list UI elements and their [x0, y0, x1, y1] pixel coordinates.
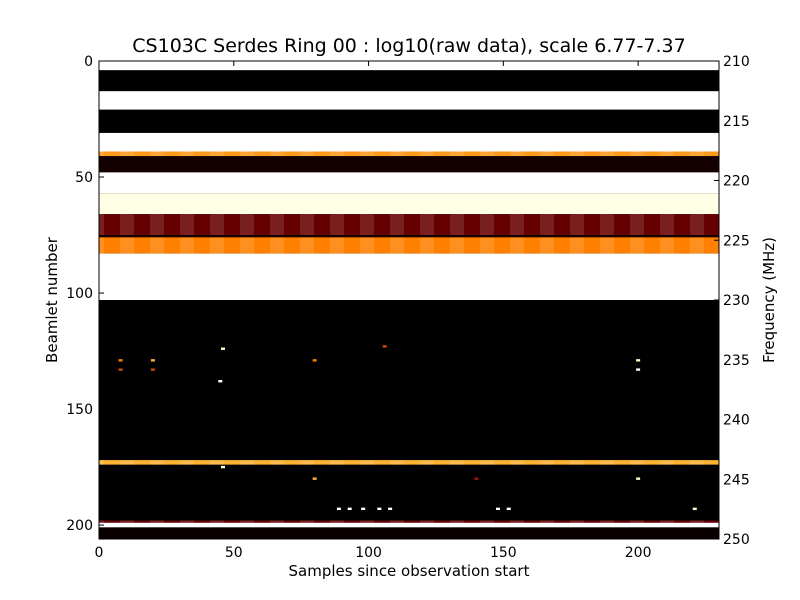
y2-tick-label-6: 240 — [723, 413, 750, 429]
x-tick-label-0: 0 — [95, 545, 104, 561]
heatmap-spot-1 — [118, 368, 123, 371]
heatmap-spot-6 — [221, 465, 225, 469]
y2-axis-ticks: 210 215 220 225 230 235 240 245 250 — [714, 54, 750, 548]
heatmap-band-2 — [99, 91, 719, 110]
heatmap-band-texture-5 — [99, 151, 719, 157]
heatmap-band-13 — [99, 300, 719, 461]
y2-tick-label-7: 245 — [723, 472, 750, 488]
y2-tick-label-5: 235 — [723, 353, 750, 369]
heatmap-band-4 — [99, 132, 719, 152]
heatmap-band-texture-14 — [99, 460, 719, 465]
y2-tick-label-8: 250 — [723, 532, 750, 548]
heatmap-spot-13 — [636, 477, 641, 480]
y2-tick-label-4: 230 — [723, 293, 750, 309]
heatmap-spot-15 — [347, 507, 352, 511]
heatmap-spot-18 — [388, 507, 393, 511]
heatmap-spot-0 — [118, 359, 123, 362]
heatmap-spot-8 — [312, 477, 317, 480]
y2-axis-title: Frequency (MHz) — [760, 237, 778, 363]
x-tick-label-1: 50 — [225, 545, 243, 561]
chart-title: CS103C Serdes Ring 00 : log10(raw data),… — [132, 35, 685, 57]
y2-tick-label-2: 220 — [723, 174, 750, 190]
heatmap-spot-4 — [221, 347, 225, 350]
heatmap-band-12 — [99, 253, 719, 300]
heatmap-spot-12 — [636, 368, 641, 371]
y-tick-label-0: 0 — [84, 54, 93, 70]
heatmap-band-8 — [99, 193, 719, 215]
heatmap-band-1 — [99, 70, 719, 92]
heatmap-spot-17 — [377, 507, 382, 511]
y-tick-label-2: 100 — [66, 286, 93, 302]
heatmap-band-texture-16 — [99, 520, 719, 523]
y-axis-ticks: 0 50 100 150 200 — [66, 54, 104, 534]
y-axis-title: Beamlet number — [43, 236, 61, 363]
y-tick-label-1: 50 — [75, 170, 93, 186]
heatmap-spot-20 — [506, 507, 511, 511]
y-tick-label-4: 200 — [66, 518, 93, 534]
heatmap-spot-9 — [382, 345, 387, 348]
heatmap-band-18 — [99, 527, 719, 539]
heatmap-band-3 — [99, 109, 719, 133]
heatmap-spot-2 — [150, 359, 155, 362]
heatmap-bands — [99, 61, 719, 539]
heatmap-band-15 — [99, 464, 719, 521]
heatmap-spot-3 — [150, 368, 155, 371]
x-tick-label-4: 200 — [625, 545, 652, 561]
y2-tick-label-1: 215 — [723, 114, 750, 130]
x-axis-title: Samples since observation start — [289, 562, 530, 580]
x-axis-ticks: 0 50 100 150 200 — [95, 61, 652, 561]
heatmap-spot-5 — [218, 380, 223, 383]
heatmap-band-17 — [99, 522, 719, 528]
plot-area — [99, 61, 719, 539]
x-tick-label-2: 100 — [355, 545, 382, 561]
heatmap-band-7 — [99, 172, 719, 194]
heatmap-spot-16 — [361, 507, 366, 511]
heatmap-spot-14 — [336, 507, 341, 511]
heatmap-band-texture-11 — [99, 237, 719, 254]
heatmap-spot-19 — [495, 507, 500, 511]
heatmap-band-texture-9 — [99, 214, 719, 236]
x-tick-label-3: 150 — [490, 545, 517, 561]
heatmap-spot-21 — [692, 507, 697, 511]
y2-tick-label-0: 210 — [723, 54, 750, 70]
heatmap-band-6 — [99, 156, 719, 173]
heatmap-band-10 — [99, 235, 719, 238]
heatmap-spots — [118, 345, 697, 511]
heatmap-band-0 — [99, 61, 719, 71]
y2-tick-label-3: 225 — [723, 233, 750, 249]
heatmap-spot-11 — [636, 359, 641, 362]
heatmap-spot-7 — [312, 359, 317, 362]
heatmap-spot-10 — [474, 477, 479, 480]
y-tick-label-3: 150 — [66, 402, 93, 418]
